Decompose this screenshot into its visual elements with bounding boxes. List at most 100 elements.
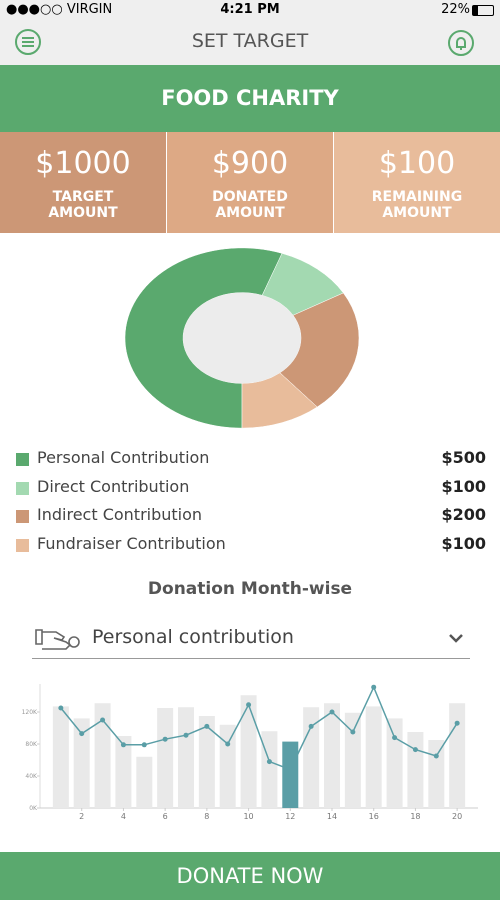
legend-amount: $500 bbox=[441, 448, 486, 467]
donut-chart bbox=[124, 248, 360, 429]
bar bbox=[52, 706, 69, 808]
line-point bbox=[246, 702, 252, 708]
legend-name: Indirect Contribution bbox=[37, 505, 203, 525]
legend-row: Fundraiser Contribution $100 bbox=[16, 534, 486, 556]
y-tick-label: 0K bbox=[29, 805, 38, 812]
y-tick-label: 40K bbox=[25, 773, 38, 780]
line-point bbox=[392, 735, 398, 741]
top-bar bbox=[0, 0, 500, 65]
line-point bbox=[454, 720, 460, 726]
stat-box: $900 DONATED AMOUNT bbox=[167, 132, 333, 233]
line-point bbox=[100, 717, 106, 723]
x-tick-label: 4 bbox=[121, 812, 126, 821]
legend-name: Personal Contribution bbox=[37, 448, 210, 467]
bar bbox=[303, 707, 320, 808]
donut-hole bbox=[183, 292, 301, 384]
bar bbox=[198, 716, 215, 808]
line-point bbox=[266, 759, 272, 765]
legend-swatch bbox=[16, 453, 29, 466]
banner bbox=[0, 65, 500, 132]
legend-name: Fundraiser Contribution bbox=[37, 534, 226, 554]
menu-button[interactable] bbox=[14, 28, 42, 56]
x-tick-label: 14 bbox=[327, 812, 337, 821]
line bbox=[60, 685, 458, 771]
x-tick-label: 16 bbox=[369, 812, 379, 821]
stat-box: $1000 TARGET AMOUNT bbox=[0, 132, 166, 233]
bar bbox=[428, 740, 445, 808]
carrier: ●●●○○ VIRGIN bbox=[6, 2, 113, 17]
donate-button[interactable]: DONATE NOW bbox=[0, 852, 500, 900]
line-point bbox=[120, 742, 126, 748]
stat-label: REMAINING AMOUNT bbox=[371, 189, 463, 221]
legend-amount: $100 bbox=[441, 476, 486, 496]
time: 4:21 PM bbox=[220, 2, 280, 17]
legend-name: Direct Contribution bbox=[37, 476, 190, 496]
bar bbox=[136, 756, 153, 808]
stat-label: TARGET AMOUNT bbox=[48, 189, 118, 221]
battery: 22% bbox=[441, 2, 470, 17]
bar bbox=[365, 706, 382, 808]
legend-row: Personal Contribution $500 bbox=[16, 448, 486, 470]
zigzag bbox=[0, 124, 500, 132]
chart-title: Donation Month-wise bbox=[147, 579, 353, 599]
battery-icon bbox=[472, 5, 494, 16]
bar bbox=[407, 732, 424, 808]
campaign-title: FOOD CHARITY bbox=[161, 86, 339, 110]
x-tick-label: 6 bbox=[163, 812, 168, 821]
line-point bbox=[162, 736, 168, 742]
bar bbox=[386, 718, 403, 808]
legend-row: Direct Contribution $100 bbox=[16, 477, 486, 499]
legend-swatch bbox=[16, 481, 29, 495]
bar bbox=[449, 703, 466, 808]
line-point bbox=[433, 753, 439, 759]
stat-value: $900 bbox=[211, 146, 289, 181]
x-tick-label: 2 bbox=[79, 812, 84, 821]
legend-swatch bbox=[16, 539, 29, 553]
bar bbox=[115, 736, 132, 808]
line-point bbox=[183, 732, 189, 738]
line-point bbox=[141, 742, 147, 748]
bar-chart: 0K 40K 80K 120K 2 4 6 8 10 12 14 16 18 20 bbox=[22, 684, 478, 821]
bar bbox=[94, 703, 111, 808]
filter-label: Personal contribution bbox=[92, 626, 294, 648]
line-point bbox=[371, 684, 377, 690]
line-point bbox=[79, 731, 85, 737]
stat-value: $1000 bbox=[35, 146, 131, 181]
line-point bbox=[308, 723, 314, 729]
line-point bbox=[225, 741, 231, 747]
bar bbox=[261, 731, 278, 808]
line-point bbox=[58, 705, 64, 711]
bar bbox=[240, 695, 257, 808]
bar bbox=[73, 718, 90, 808]
hand-icon bbox=[35, 629, 80, 650]
x-tick-label: 20 bbox=[452, 812, 462, 821]
stat-value: $100 bbox=[378, 146, 456, 181]
header-title: SET TARGET bbox=[191, 30, 309, 52]
x-tick-label: 10 bbox=[243, 812, 253, 821]
y-tick-label: 80K bbox=[25, 741, 38, 748]
x-tick-label: 18 bbox=[410, 812, 420, 821]
legend-row: Indirect Contribution $200 bbox=[16, 505, 486, 527]
bar bbox=[157, 708, 174, 808]
line-point bbox=[412, 747, 418, 753]
line-point bbox=[329, 709, 335, 715]
bar bbox=[282, 741, 299, 808]
line-point bbox=[350, 729, 356, 735]
bar bbox=[219, 724, 236, 808]
y-tick-label: 120K bbox=[22, 709, 38, 716]
x-tick-label: 12 bbox=[285, 812, 295, 821]
legend-swatch bbox=[16, 510, 29, 524]
zigzag-edge bbox=[0, 124, 500, 132]
legend-amount: $200 bbox=[441, 505, 486, 525]
bar bbox=[324, 703, 340, 808]
filter-dropdown[interactable]: Personal contribution bbox=[32, 618, 470, 659]
stat-label: DONATED AMOUNT bbox=[212, 189, 288, 221]
line-point bbox=[204, 723, 210, 729]
button-label: DONATE NOW bbox=[176, 864, 324, 888]
x-tick-label: 8 bbox=[204, 812, 209, 821]
notification-button[interactable] bbox=[446, 28, 476, 58]
bar bbox=[178, 707, 194, 808]
stat-box: $100 REMAINING AMOUNT bbox=[334, 132, 500, 233]
bar bbox=[344, 712, 361, 808]
